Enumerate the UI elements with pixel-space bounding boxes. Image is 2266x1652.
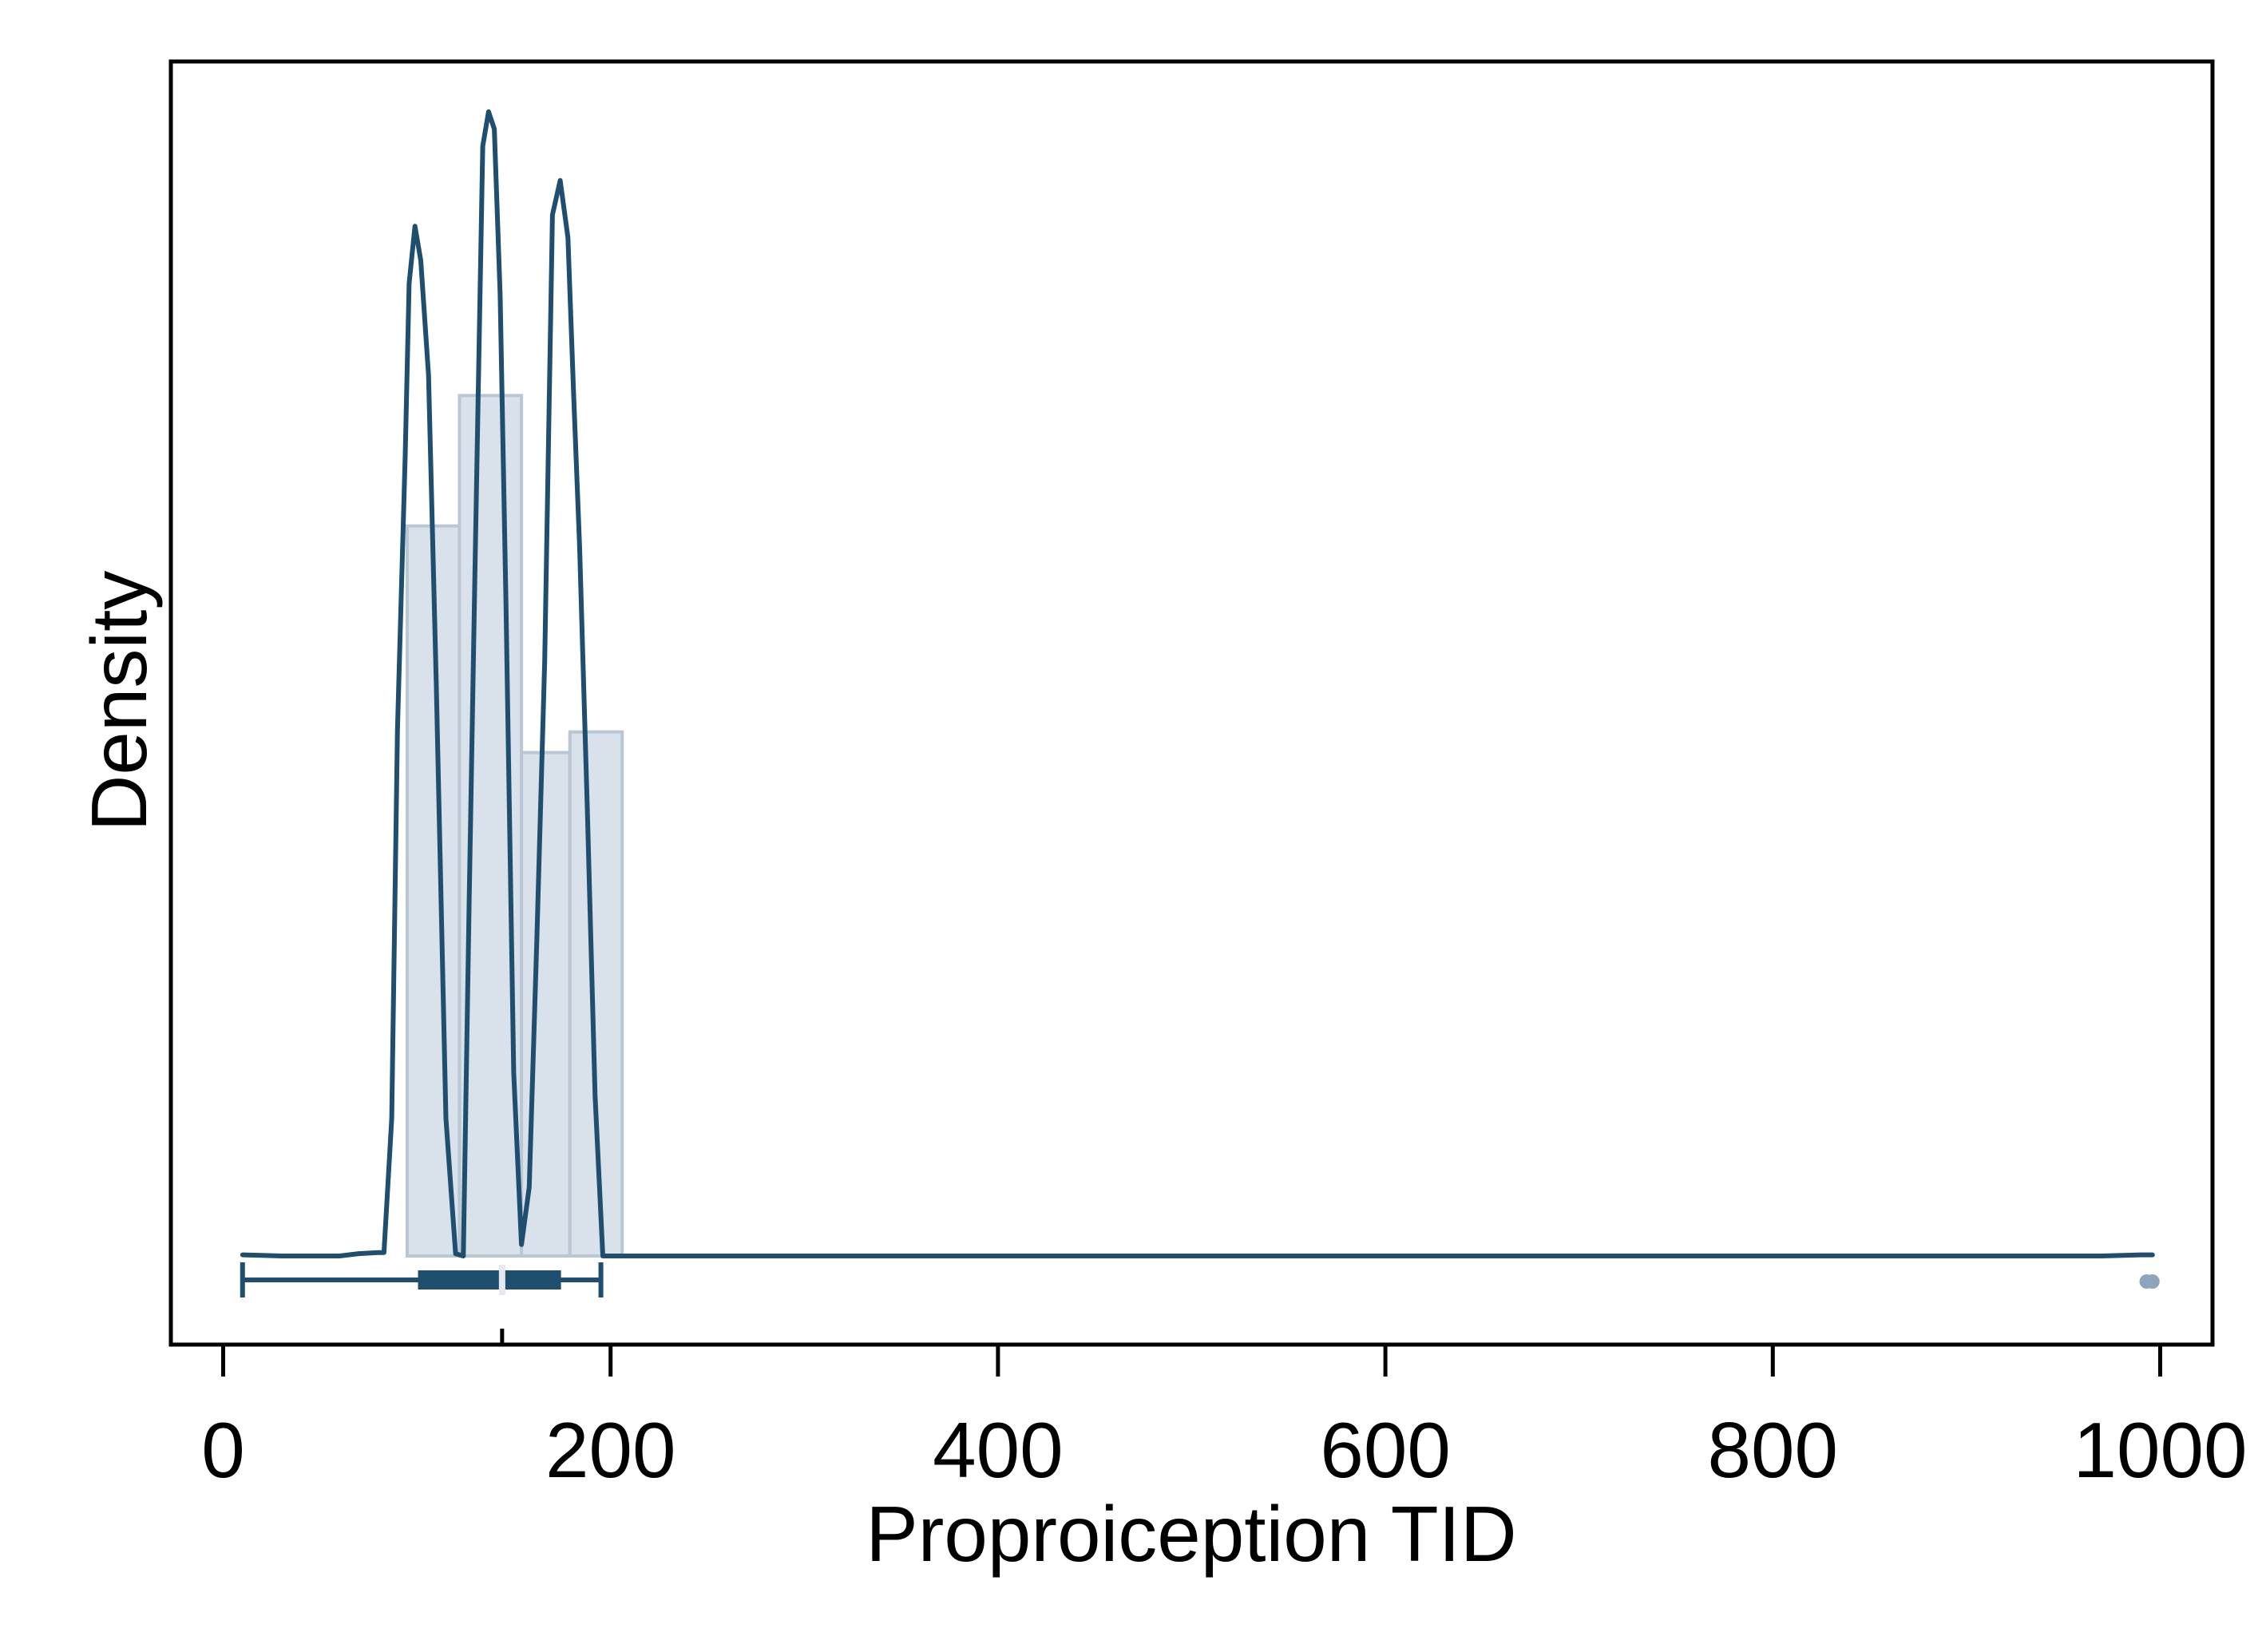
x-tick-label-1000: 1000: [2073, 1406, 2247, 1494]
x-axis-label: Proproiception TID: [866, 1490, 1516, 1578]
x-tick-label-800: 800: [1708, 1406, 1839, 1494]
boxplot-outlier-point-2: [2145, 1274, 2160, 1289]
x-tick-label-200: 200: [545, 1406, 676, 1494]
histogram-bar-4: [568, 730, 624, 1258]
density-curve-layer: [240, 109, 2155, 1258]
x-axis: 0 200 400 600 800 1000: [201, 1329, 2248, 1494]
x-tick-label-600: 600: [1320, 1406, 1451, 1494]
density-curve: [240, 109, 2155, 1258]
histogram-bar-3: [520, 751, 572, 1258]
y-axis-label: Density: [75, 571, 163, 832]
plot-frame: [168, 59, 2215, 1347]
x-tick-label-400: 400: [933, 1406, 1064, 1494]
x-tick-label-0: 0: [201, 1406, 245, 1494]
histogram-bars: [405, 394, 624, 1258]
boxplot-box: [418, 1270, 561, 1290]
boxplot-layer: [240, 1262, 2160, 1297]
